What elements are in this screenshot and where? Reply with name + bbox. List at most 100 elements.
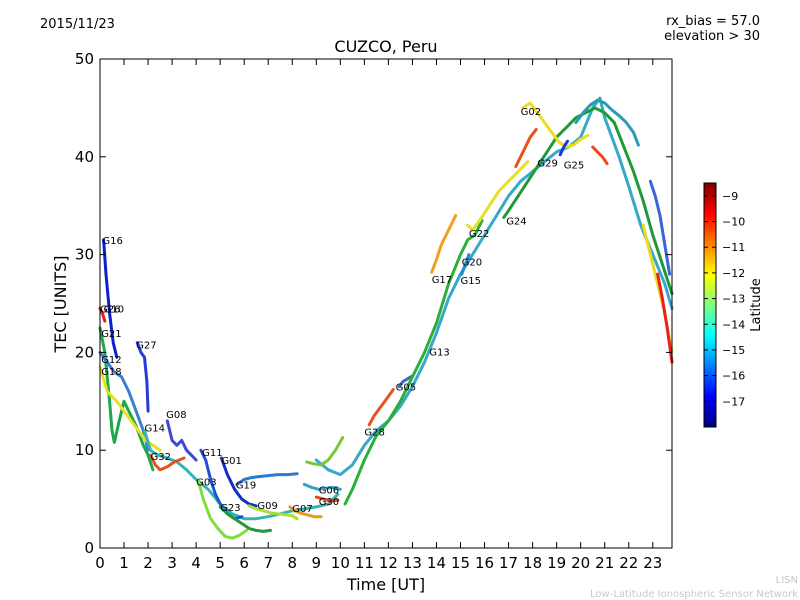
x-tick-label: 2 xyxy=(143,554,153,572)
colorbar-tick-label: −13 xyxy=(722,293,745,306)
series-g24 xyxy=(502,106,674,296)
series-g17 xyxy=(430,214,458,274)
satellite-label-g30: G30 xyxy=(319,497,339,508)
y-tick-label: 0 xyxy=(84,539,94,557)
y-tick-label: 30 xyxy=(75,246,94,264)
satellite-label-g03: G03 xyxy=(196,478,216,489)
series-g30 xyxy=(314,495,340,503)
satellite-label-g05: G05 xyxy=(396,383,416,394)
satellite-label-g15: G15 xyxy=(461,276,481,287)
series-g29 xyxy=(514,127,538,169)
x-tick-label: 12 xyxy=(379,554,398,572)
satellite-label-g19: G19 xyxy=(236,480,256,491)
x-tick-label: 14 xyxy=(427,554,446,572)
series-g22 xyxy=(466,160,530,232)
satellite-label-g28: G28 xyxy=(364,428,384,439)
series-g23 xyxy=(218,505,273,533)
series-g31 xyxy=(574,98,640,147)
x-tick-label: 15 xyxy=(451,554,470,572)
series-g02 xyxy=(521,101,590,149)
x-tick-label: 18 xyxy=(523,554,542,572)
x-ticks: 0 1 2 3 4 5 6 7 8 9 10 11 12 13 14 15 16 17 18 19 20 21 22 23 xyxy=(95,59,662,572)
network-credit: Low-Latitude Ionospheric Sensor Network xyxy=(590,589,798,600)
x-tick-label: 5 xyxy=(215,554,225,572)
series-g10 xyxy=(591,145,609,166)
satellite-label-g32: G32 xyxy=(151,452,171,463)
x-tick-label: 17 xyxy=(499,554,518,572)
x-tick-label: 9 xyxy=(312,554,322,572)
x-tick-label: 11 xyxy=(355,554,374,572)
series-g35 xyxy=(656,272,674,364)
series-g28 xyxy=(367,388,395,427)
series-g13 xyxy=(314,96,674,477)
satellite-label-g01: G01 xyxy=(221,456,241,467)
y-tick-label: 20 xyxy=(75,343,94,361)
satellite-label-g20: G20 xyxy=(462,257,482,268)
series-g07 xyxy=(288,505,323,519)
x-axis-label: Time [UT] xyxy=(346,575,425,594)
satellite-label-g08: G08 xyxy=(166,410,186,421)
satellite-label-g18: G18 xyxy=(101,367,121,378)
series-g01 xyxy=(219,456,258,508)
x-tick-label: 20 xyxy=(571,554,590,572)
satellite-label-g11: G11 xyxy=(202,448,222,459)
satellite-label-g25: G25 xyxy=(564,161,584,172)
x-tick-label: 13 xyxy=(403,554,422,572)
x-tick-label: 4 xyxy=(191,554,201,572)
satellite-label-g23: G23 xyxy=(220,503,240,514)
y-tick-label: 40 xyxy=(75,148,94,166)
satellite-label-g16: G16 xyxy=(102,236,122,247)
x-tick-label: 23 xyxy=(643,554,662,572)
x-tick-label: 16 xyxy=(475,554,494,572)
x-tick-label: 1 xyxy=(119,554,129,572)
series-g14 xyxy=(143,429,340,521)
series-g09 xyxy=(247,504,299,521)
plot-frame xyxy=(99,58,673,549)
y-tick-label: 50 xyxy=(75,50,94,68)
y-tick-label: 10 xyxy=(75,441,94,459)
chart-title: CUZCO, Peru xyxy=(334,37,437,56)
x-tick-label: 22 xyxy=(619,554,638,572)
series-g19 xyxy=(235,472,299,486)
colorbar-label: Latitude xyxy=(749,278,764,332)
satellite-label-g13: G13 xyxy=(429,347,449,358)
series-g06 xyxy=(302,482,342,491)
colorbar-tick-label: −12 xyxy=(722,267,745,280)
series-g16 xyxy=(102,238,119,359)
series-g12 xyxy=(98,350,150,452)
series-g32 xyxy=(149,453,186,472)
y-axis-label: TEC [UNITS] xyxy=(51,256,70,354)
elevation-label: elevation > 30 xyxy=(664,29,760,44)
x-tick-label: 3 xyxy=(167,554,177,572)
satellite-label-g12: G12 xyxy=(101,355,121,366)
x-tick-label: 7 xyxy=(263,554,273,572)
series-layer xyxy=(98,96,674,540)
x-tick-label: 10 xyxy=(331,554,350,572)
x-tick-label: 21 xyxy=(595,554,614,572)
x-tick-label: 0 xyxy=(95,554,105,572)
latitude-colorbar xyxy=(703,182,717,428)
colorbar-tick-label: −16 xyxy=(722,370,745,383)
satellite-label-g27: G27 xyxy=(136,341,156,352)
x-tick-label: 8 xyxy=(287,554,297,572)
satellite-label-g02: G02 xyxy=(521,107,541,118)
series-g08 xyxy=(165,419,198,462)
colorbar-ticks: −9 −10 −11 −12 −13 −14 −15 −16 −17 xyxy=(704,190,745,408)
colorbar-tick-label: −15 xyxy=(722,344,745,357)
satellite-label-g10: G10 xyxy=(104,304,124,315)
satellite-label-g22: G22 xyxy=(469,229,489,240)
x-tick-label: 6 xyxy=(239,554,249,572)
series-g25 xyxy=(558,139,569,157)
series-g20 xyxy=(343,218,484,506)
colorbar-tick-label: −14 xyxy=(722,318,745,331)
satellite-label-g14: G14 xyxy=(145,424,165,435)
satellite-label-g09: G09 xyxy=(257,501,277,512)
series-g26 xyxy=(98,306,107,323)
satellite-label-g29: G29 xyxy=(537,159,557,170)
series-g03 xyxy=(197,480,249,540)
x-tick-label: 19 xyxy=(547,554,566,572)
y-ticks: 0 10 20 30 40 50 xyxy=(75,50,672,557)
satellite-label-g24: G24 xyxy=(506,216,526,227)
